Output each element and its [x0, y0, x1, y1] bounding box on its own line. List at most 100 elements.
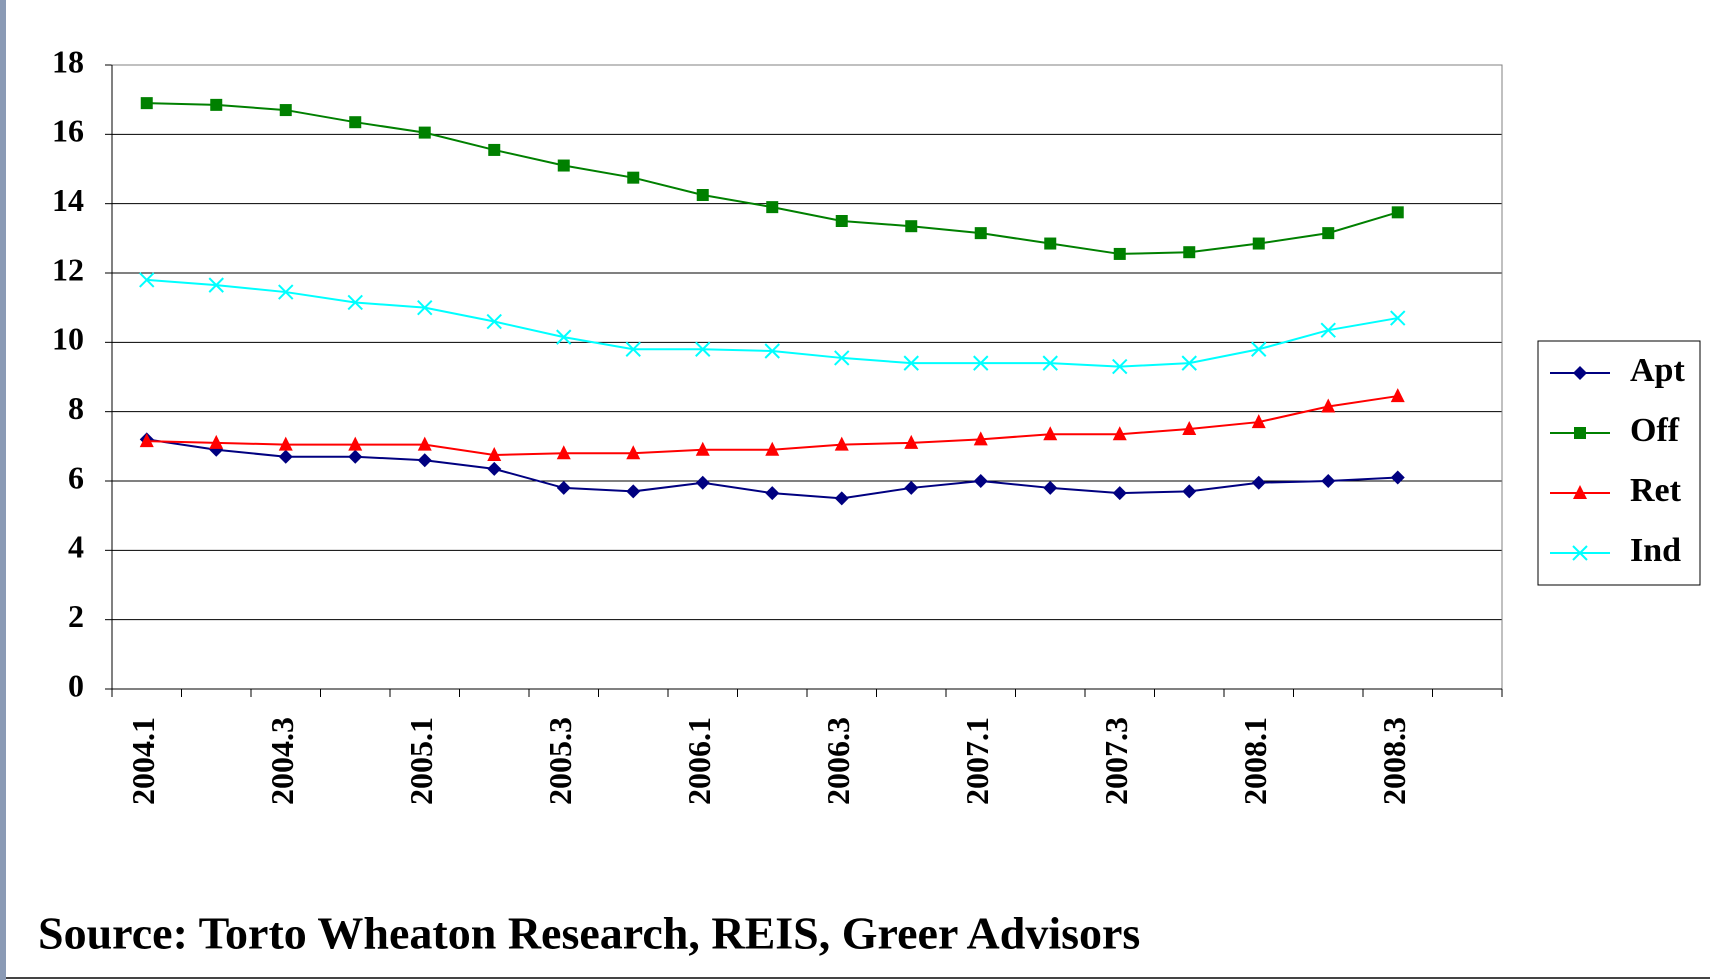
marker: [834, 436, 849, 451]
legend-label: Ind: [1630, 532, 1681, 569]
marker: [348, 436, 363, 451]
marker: [417, 299, 433, 316]
marker: [1042, 355, 1058, 371]
marker: [626, 484, 641, 499]
marker: [625, 341, 641, 357]
marker: [904, 480, 919, 495]
marker: [418, 126, 431, 139]
marker: [278, 449, 293, 464]
marker: [348, 449, 363, 464]
y-tick-label: 2: [68, 598, 84, 634]
marker: [1321, 474, 1336, 488]
marker: [1182, 421, 1197, 435]
legend-label: Apt: [1630, 352, 1685, 389]
legend-label: Ret: [1630, 472, 1682, 509]
marker: [278, 284, 294, 300]
marker: [626, 445, 641, 460]
legend-box: [1537, 340, 1701, 586]
x-tick-label: 2006.1: [681, 717, 717, 805]
marker: [1251, 475, 1266, 490]
marker: [139, 272, 155, 288]
marker: [973, 474, 988, 488]
marker: [556, 480, 571, 495]
y-tick-label: 8: [68, 390, 84, 426]
series-line: [146, 278, 1398, 368]
marker: [695, 441, 710, 456]
marker: [1322, 227, 1335, 240]
marker: [1573, 366, 1587, 380]
marker: [764, 343, 780, 359]
x-tick-label: 2007.3: [1098, 717, 1134, 805]
x-tick-label: 2008.1: [1237, 717, 1273, 805]
marker: [140, 97, 153, 110]
x-tick-label: 2005.3: [542, 717, 578, 805]
x-tick-label: 2004.3: [264, 717, 300, 805]
x-tick-label: 2005.1: [403, 717, 439, 805]
series-line: [146, 102, 1399, 255]
marker: [904, 434, 919, 449]
marker: [834, 350, 850, 366]
marker: [1390, 388, 1405, 403]
y-tick-label: 14: [52, 182, 84, 218]
marker: [1320, 322, 1336, 338]
marker: [1391, 206, 1404, 219]
y-tick-label: 4: [68, 529, 84, 565]
marker: [210, 98, 223, 111]
y-tick-label: 16: [52, 113, 84, 149]
marker: [487, 461, 502, 476]
marker: [1251, 414, 1266, 429]
marker: [417, 453, 432, 468]
legend-label: Off: [1630, 412, 1680, 449]
marker: [488, 143, 501, 156]
marker: [556, 445, 571, 460]
marker: [695, 341, 711, 357]
marker: [1181, 355, 1197, 371]
marker: [765, 486, 780, 501]
marker: [1113, 247, 1126, 260]
marker: [834, 491, 849, 506]
y-tick-label: 18: [52, 43, 84, 79]
marker: [905, 220, 918, 233]
marker: [1182, 484, 1197, 499]
marker: [974, 227, 987, 240]
marker: [1043, 426, 1058, 441]
marker: [627, 171, 640, 184]
left-border: [0, 0, 6, 980]
marker: [487, 447, 502, 461]
source-note: Source: Torto Wheaton Research, REIS, Gr…: [38, 908, 1140, 959]
marker: [139, 433, 154, 448]
marker: [486, 313, 502, 330]
marker: [347, 294, 363, 311]
marker: [1112, 426, 1127, 441]
marker: [1252, 237, 1265, 250]
y-tick-label: 6: [68, 459, 84, 495]
marker: [695, 475, 710, 490]
x-tick-label: 2004.1: [125, 717, 161, 805]
marker: [1044, 237, 1057, 250]
marker: [208, 277, 224, 293]
x-tick-label: 2007.1: [959, 717, 995, 805]
marker: [557, 159, 570, 172]
marker: [765, 441, 780, 456]
marker: [278, 436, 293, 451]
marker: [1573, 485, 1587, 499]
marker: [973, 355, 989, 371]
marker: [766, 201, 779, 214]
marker: [1572, 545, 1588, 561]
marker: [903, 355, 919, 371]
marker: [696, 189, 709, 201]
marker: [1390, 470, 1405, 485]
marker: [349, 116, 362, 129]
marker: [1112, 486, 1127, 501]
plot-frame: [111, 64, 1503, 690]
marker: [835, 215, 848, 227]
marker: [1321, 398, 1336, 413]
y-tick-label: 12: [52, 251, 84, 287]
marker: [973, 431, 988, 446]
marker: [1251, 341, 1267, 357]
marker: [1390, 310, 1406, 326]
marker: [1043, 480, 1058, 495]
marker: [556, 329, 572, 345]
x-tick-label: 2006.3: [820, 717, 856, 805]
